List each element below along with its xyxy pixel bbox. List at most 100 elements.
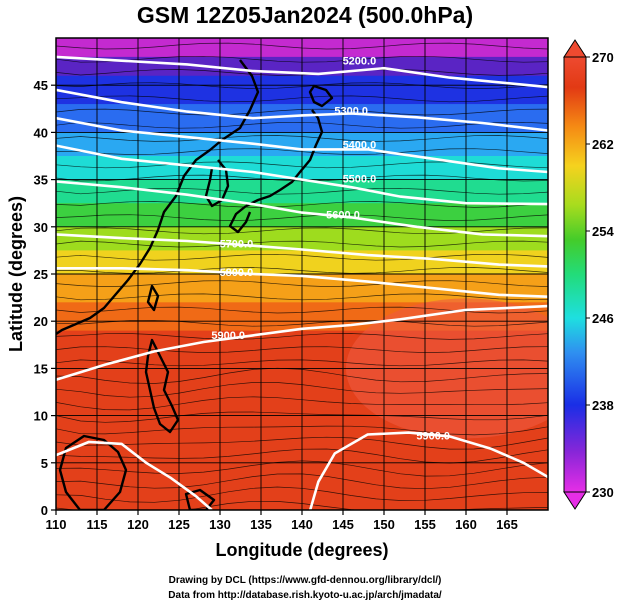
streamline: [56, 108, 548, 116]
contour-5700.0: [56, 233, 548, 268]
contour-label: 5900.0: [416, 430, 450, 442]
colorbar-gradient: [563, 56, 587, 493]
contour-labels: 5200.0 5300.0 5400.0 5500.0 5600.0 5700.0 5800…: [211, 56, 450, 443]
contour-label: 5600.0: [326, 209, 360, 221]
streamline: [56, 135, 548, 142]
streamline: [56, 55, 548, 63]
x-axis-label: Longitude (degrees): [215, 540, 388, 560]
streamline: [56, 174, 548, 182]
contour-5900.0: [56, 304, 548, 381]
colorbar-ticks: 230 238 246 254 262 270: [586, 50, 614, 500]
colorbar-bottom-arrow: [563, 491, 587, 510]
streamline: [56, 486, 548, 503]
x-tick-label: 120: [127, 517, 149, 532]
x-tick-label: 160: [455, 517, 477, 532]
streamline: [56, 42, 548, 50]
y-tick-label: 5: [41, 456, 48, 471]
height-contours: [56, 55, 548, 510]
contour-5800.0: [56, 267, 548, 298]
streamline: [56, 411, 548, 423]
y-tick-label: 25: [34, 267, 48, 282]
contour-5300.0: [56, 88, 548, 132]
y-tick-label: 40: [34, 125, 48, 140]
contour-label: 5400.0: [343, 140, 377, 152]
streamline: [56, 240, 548, 248]
y-tick-label: 35: [34, 173, 48, 188]
y-tick-label: 45: [34, 78, 48, 93]
contour-label: 5700.0: [220, 239, 254, 251]
streamline: [56, 319, 548, 327]
colorbar-tick-label: 254: [592, 224, 614, 239]
streamline: [56, 460, 548, 477]
streamline: [56, 95, 548, 103]
streamline: [56, 69, 548, 76]
streamline: [56, 214, 548, 221]
credit-data: Data from http://database.rish.kyoto-u.a…: [168, 590, 442, 601]
x-tick-label: 115: [87, 517, 108, 532]
coastline-japan-honshu: [245, 109, 324, 208]
coastline-asia-mainland: [56, 59, 260, 335]
plot-area: 5200.0 5300.0 5400.0 5500.0 5600.0 5700.0 5800…: [56, 38, 548, 510]
coastline-hokkaido: [308, 84, 334, 108]
coastline-taiwan: [146, 284, 160, 312]
colorbar: 230 238 246 254 262 270: [563, 39, 614, 510]
y-axis-label: Latitude (degrees): [6, 196, 26, 352]
streamline: [56, 280, 548, 287]
x-tick-label: 155: [414, 517, 436, 532]
streamline: [56, 148, 548, 155]
colorbar-top-arrow: [563, 39, 587, 58]
streamline: [56, 306, 548, 314]
streamline: [56, 425, 548, 436]
y-tick-label: 20: [34, 314, 48, 329]
contour-5200.0: [56, 55, 548, 89]
contour-label: 5800.0: [220, 267, 254, 279]
grid-lines: [56, 38, 548, 510]
contour-label: 5900.0: [211, 330, 245, 342]
x-tick-label: 150: [373, 517, 395, 532]
y-tick-label: 10: [34, 409, 48, 424]
coastline-philippines: [144, 338, 180, 434]
coastlines: [56, 59, 334, 510]
y-axis-ticks: 0 5 10 15 20 25 30 35 40 45: [34, 78, 56, 518]
colorbar-tick-label: 230: [592, 485, 614, 500]
streamline: [56, 473, 548, 490]
x-tick-label: 140: [291, 517, 313, 532]
streamline: [56, 436, 548, 450]
contour-label: 5300.0: [334, 106, 368, 118]
x-tick-label: 110: [46, 517, 67, 532]
contour-5500.0: [56, 144, 548, 206]
streamline: [56, 82, 548, 89]
figure-title: GSM 12Z05Jan2024 (500.0hPa): [137, 2, 473, 28]
x-axis-ticks: 110 115 120 125 130 135 140 145 150 155 160 165: [46, 510, 518, 532]
credit-drawing: Drawing by DCL (https://www.gfd-dennou.o…: [169, 575, 442, 586]
contour-5900.0: [308, 431, 548, 510]
x-tick-label: 145: [332, 517, 354, 532]
wind-streamlines: [56, 42, 548, 510]
colorbar-tick-label: 238: [592, 398, 614, 413]
coastline-new-guinea: [184, 488, 216, 510]
streamline: [56, 346, 548, 353]
streamline: [56, 359, 548, 367]
streamline: [56, 267, 548, 274]
streamline: [56, 396, 548, 411]
colorbar-tick-label: 246: [592, 311, 614, 326]
coastline-borneo: [58, 434, 128, 510]
y-tick-label: 15: [34, 361, 48, 376]
contour-label: 5500.0: [343, 174, 377, 186]
contour-5900.0: [56, 440, 213, 510]
contour-5600.0: [56, 180, 548, 238]
streamline: [56, 121, 548, 129]
streamline: [56, 333, 548, 340]
x-tick-label: 125: [168, 517, 190, 532]
contour-label: 5200.0: [343, 56, 377, 68]
y-tick-label: 0: [41, 503, 48, 518]
colorbar-tick-label: 270: [592, 50, 614, 65]
coastline-korea: [204, 159, 230, 208]
streamline: [56, 382, 548, 398]
coastline-kyushu: [228, 205, 252, 234]
x-tick-label: 130: [209, 517, 231, 532]
x-tick-label: 135: [250, 517, 272, 532]
streamline: [56, 201, 548, 208]
colorbar-tick-label: 262: [592, 137, 614, 152]
